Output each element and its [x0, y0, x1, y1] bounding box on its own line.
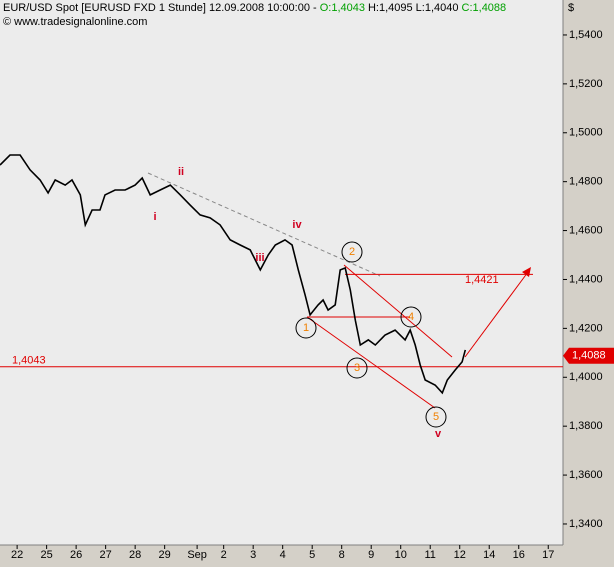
last-price-label: 1,4088 — [572, 350, 606, 362]
level-label: 1,4043 — [12, 355, 46, 367]
count-label: 4 — [408, 311, 414, 323]
plot-area — [0, 0, 563, 545]
x-tick-label: 10 — [395, 549, 407, 561]
x-tick-label: 26 — [70, 549, 82, 561]
price-line — [0, 154, 467, 395]
y-tick-label: 1,5000 — [569, 127, 603, 139]
header-open: O:1,4043 — [320, 2, 365, 14]
y-tick-label: 1,4000 — [569, 371, 603, 383]
count-circle — [425, 406, 447, 428]
target-arrow — [464, 271, 529, 358]
header: EUR/USD Spot [EURUSD FXD 1 Stunde] 12.09… — [3, 2, 506, 14]
wave-label: iv — [292, 219, 302, 231]
count-label: 3 — [354, 362, 360, 374]
x-tick-label: Sep — [187, 549, 207, 561]
x-tick-label: 29 — [159, 549, 171, 561]
currency: $ — [568, 2, 574, 14]
x-tick-label: 22 — [11, 549, 23, 561]
header-close: C:1,4088 — [462, 2, 507, 14]
x-tick-label: 11 — [425, 549, 436, 561]
x-tick-label: 12 — [454, 549, 466, 561]
count-circle — [341, 241, 363, 263]
copyright: © www.tradesignalonline.com — [3, 16, 147, 28]
x-tick-label: 5 — [309, 549, 315, 561]
count-label: 5 — [433, 411, 439, 423]
y-tick-label: 1,4800 — [569, 176, 603, 188]
count-circle — [400, 306, 422, 328]
count-circle — [295, 317, 317, 339]
x-tick-label: 17 — [542, 549, 554, 561]
y-tick-label: 1,3800 — [569, 420, 603, 432]
trend-line — [147, 172, 381, 277]
x-tick-label: 14 — [483, 549, 495, 561]
y-tick-label: 1,3600 — [569, 469, 603, 481]
x-tick-label: 9 — [368, 549, 374, 561]
level-label: 1,4421 — [465, 274, 499, 286]
x-tick-label: 27 — [100, 549, 112, 561]
x-tick-label: 8 — [339, 549, 345, 561]
count-label: 2 — [349, 246, 355, 258]
last-price-tag — [563, 347, 614, 364]
x-tick-label: 28 — [129, 549, 141, 561]
count-circle — [346, 357, 368, 379]
channel-line — [343, 264, 453, 358]
y-tick-label: 1,3400 — [569, 518, 603, 530]
x-tick-label: 4 — [280, 549, 286, 561]
y-tick-label: 1,4600 — [569, 224, 603, 236]
x-tick-label: 16 — [513, 549, 525, 561]
wave-label: v — [435, 428, 442, 440]
x-tick-label: 2 — [221, 549, 227, 561]
header-text: EUR/USD Spot [EURUSD FXD 1 Stunde] 12.09… — [3, 2, 320, 14]
y-tick-label: 1,5200 — [569, 78, 603, 90]
y-tick-label: 1,5400 — [569, 29, 603, 41]
y-tick-label: 1,4400 — [569, 273, 603, 285]
wave-label: ii — [178, 166, 184, 178]
wave-label: i — [153, 211, 156, 223]
channel-line — [306, 316, 436, 409]
x-tick-label: 3 — [250, 549, 256, 561]
wave-label: iii — [255, 252, 264, 264]
header-hl: H:1,4095 L:1,4040 — [368, 2, 459, 14]
count-label: 1 — [303, 322, 309, 334]
x-tick-label: 25 — [40, 549, 52, 561]
y-tick-label: 1,4200 — [569, 322, 603, 334]
